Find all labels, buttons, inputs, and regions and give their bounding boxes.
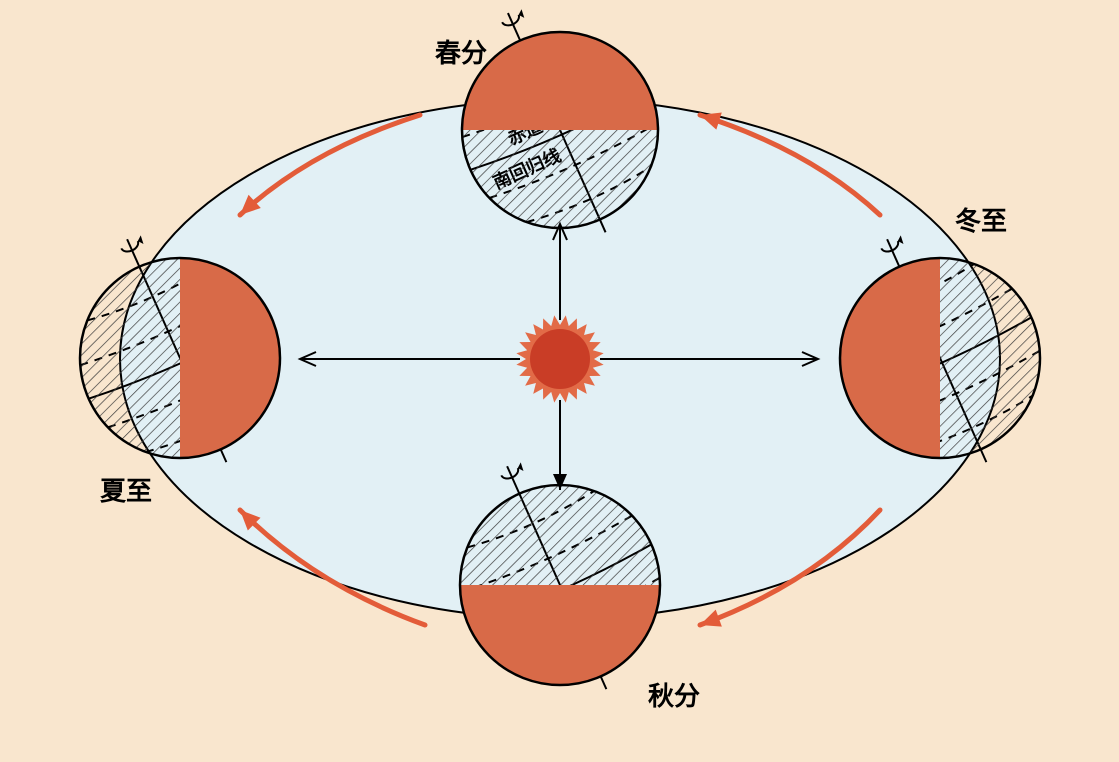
season-label-summer: 夏至 [100, 477, 152, 506]
season-label-autumn: 秋分 [648, 682, 700, 711]
earth-revolution-diagram: 北极圈北回归线赤道南回归线春分夏至秋分冬至 [0, 0, 1119, 762]
season-label-spring: 春分 [435, 39, 487, 68]
season-label-winter: 冬至 [955, 207, 1007, 236]
